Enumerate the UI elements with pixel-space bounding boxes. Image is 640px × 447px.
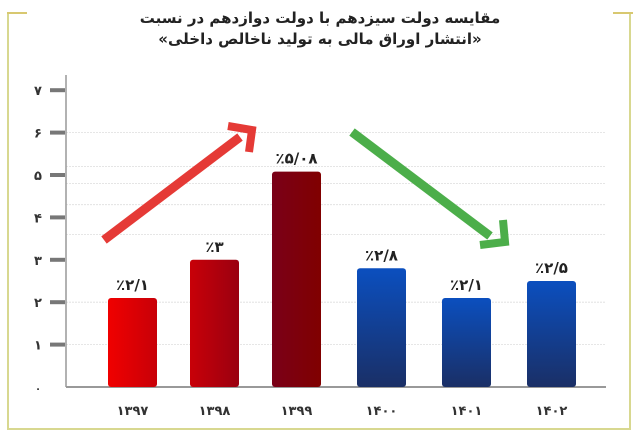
red-arrow-up-icon: [101, 133, 243, 244]
bar-۱۴۰۲: [527, 281, 576, 387]
green-arrow-down-icon: [349, 128, 493, 240]
x-tick-label: ۱۳۹۹: [281, 404, 313, 419]
x-tick-label: ۱۴۰۰: [366, 404, 398, 419]
bar-۱۳۹۷: [108, 297, 157, 387]
y-tick-mark: [50, 130, 65, 135]
x-tick-label: ۱۴۰۲: [536, 404, 568, 419]
y-tick-label: ۵: [34, 169, 42, 184]
y-tick-label: ۳: [34, 254, 42, 269]
y-tick-label: ۲: [34, 296, 42, 311]
bar-۱۳۹۸: [190, 259, 239, 387]
data-label: ٪۲/۱: [116, 276, 149, 294]
x-tick-label: ۱۴۰۱: [451, 404, 483, 419]
red-arrow-head: [227, 122, 257, 153]
green-arrow-head: [479, 219, 510, 249]
y-tick-mark: [50, 173, 65, 177]
y-tick-mark: [50, 215, 65, 220]
title-decoration-left: [7, 12, 27, 14]
y-tick-mark: [50, 257, 65, 262]
x-tick-label: ۱۳۹۸: [199, 404, 231, 419]
y-tick-label: ۱: [34, 339, 42, 354]
title-decoration-right: [613, 12, 633, 14]
y-tick-label: ۷: [34, 84, 42, 99]
data-label: ٪۳: [205, 238, 223, 256]
y-tick-label: ۶: [34, 127, 42, 142]
y-tick-label: ۰: [35, 384, 41, 395]
chart-frame: [7, 12, 631, 430]
x-tick-label: ۱۳۹۷: [117, 404, 149, 419]
bar-۱۴۰۰: [357, 268, 406, 387]
data-label: ٪۲/۵: [535, 259, 568, 277]
bar-۱۴۰۱: [442, 297, 491, 387]
data-label: ٪۲/۱: [450, 276, 483, 294]
chart-title-line-2: «انتشار اوراق مالی به تولید ناخالص داخلی…: [158, 30, 482, 48]
bar-۱۳۹۹: [272, 171, 321, 387]
data-label: ٪۵/۰۸: [275, 150, 317, 168]
y-tick-mark: [50, 342, 65, 347]
y-tick-label: ۴: [34, 211, 42, 226]
chart-title-line-1: مقایسه دولت سیزدهم با دولت دوازدهم در نس…: [139, 9, 501, 27]
data-label: ٪۲/۸: [365, 246, 398, 264]
y-tick-mark: [50, 300, 65, 305]
y-tick-mark: [50, 88, 65, 93]
